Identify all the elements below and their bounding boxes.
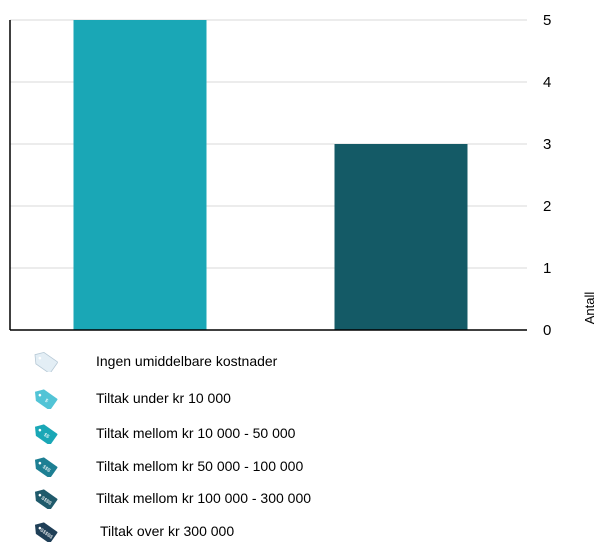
legend-label: Tiltak mellom kr 10 000 - 50 000 bbox=[96, 425, 296, 441]
legend-item: $$$ Tiltak mellom kr 50 000 - 100 000 bbox=[30, 454, 303, 478]
y-tick-label: 1 bbox=[543, 260, 551, 277]
price-tag-icon: $$ bbox=[30, 421, 60, 445]
legend-item: $$ Tiltak mellom kr 10 000 - 50 000 bbox=[30, 421, 295, 445]
axes bbox=[9, 20, 527, 331]
legend-label: Tiltak over kr 300 000 bbox=[100, 523, 235, 539]
price-tag-icon bbox=[30, 349, 60, 373]
legend-label: Ingen umiddelbare kostnader bbox=[96, 353, 278, 369]
legend-item: $$$$ Tiltak mellom kr 100 000 - 300 000 bbox=[30, 486, 311, 510]
legend-item: $$$$$ Tiltak over kr 300 000 bbox=[30, 519, 234, 543]
y-tick-label: 4 bbox=[543, 74, 551, 91]
y-tick-label: 5 bbox=[543, 12, 551, 29]
price-tag-icon: $$$ bbox=[30, 454, 60, 478]
bar bbox=[73, 20, 207, 330]
svg-text:$$: $$ bbox=[42, 432, 50, 440]
bars bbox=[73, 20, 468, 330]
y-tick-labels: 0 1 2 3 4 5 bbox=[543, 12, 551, 339]
legend-item: $ Tiltak under kr 10 000 bbox=[30, 386, 231, 410]
y-tick-label: 2 bbox=[543, 198, 551, 215]
price-tag-icon: $ bbox=[30, 386, 60, 410]
legend-label: Tiltak mellom kr 100 000 - 300 000 bbox=[96, 490, 312, 506]
legend-label: Tiltak under kr 10 000 bbox=[96, 390, 231, 406]
price-tag-icon: $$$$$ bbox=[30, 519, 60, 543]
y-axis-label: Antall bbox=[582, 292, 595, 325]
bar-chart: 0 1 2 3 4 5 Antall bbox=[9, 12, 595, 339]
y-tick-label: 3 bbox=[543, 136, 551, 153]
y-tick-label: 0 bbox=[543, 322, 551, 339]
price-tag-icon: $$$$ bbox=[30, 486, 60, 510]
svg-text:$: $ bbox=[43, 398, 49, 405]
svg-text:$$$: $$$ bbox=[41, 464, 51, 474]
svg-text:$$$$: $$$$ bbox=[40, 495, 53, 506]
legend-item: Ingen umiddelbare kostnader bbox=[30, 349, 277, 373]
legend-label: Tiltak mellom kr 50 000 - 100 000 bbox=[96, 458, 304, 474]
bar bbox=[334, 144, 468, 330]
